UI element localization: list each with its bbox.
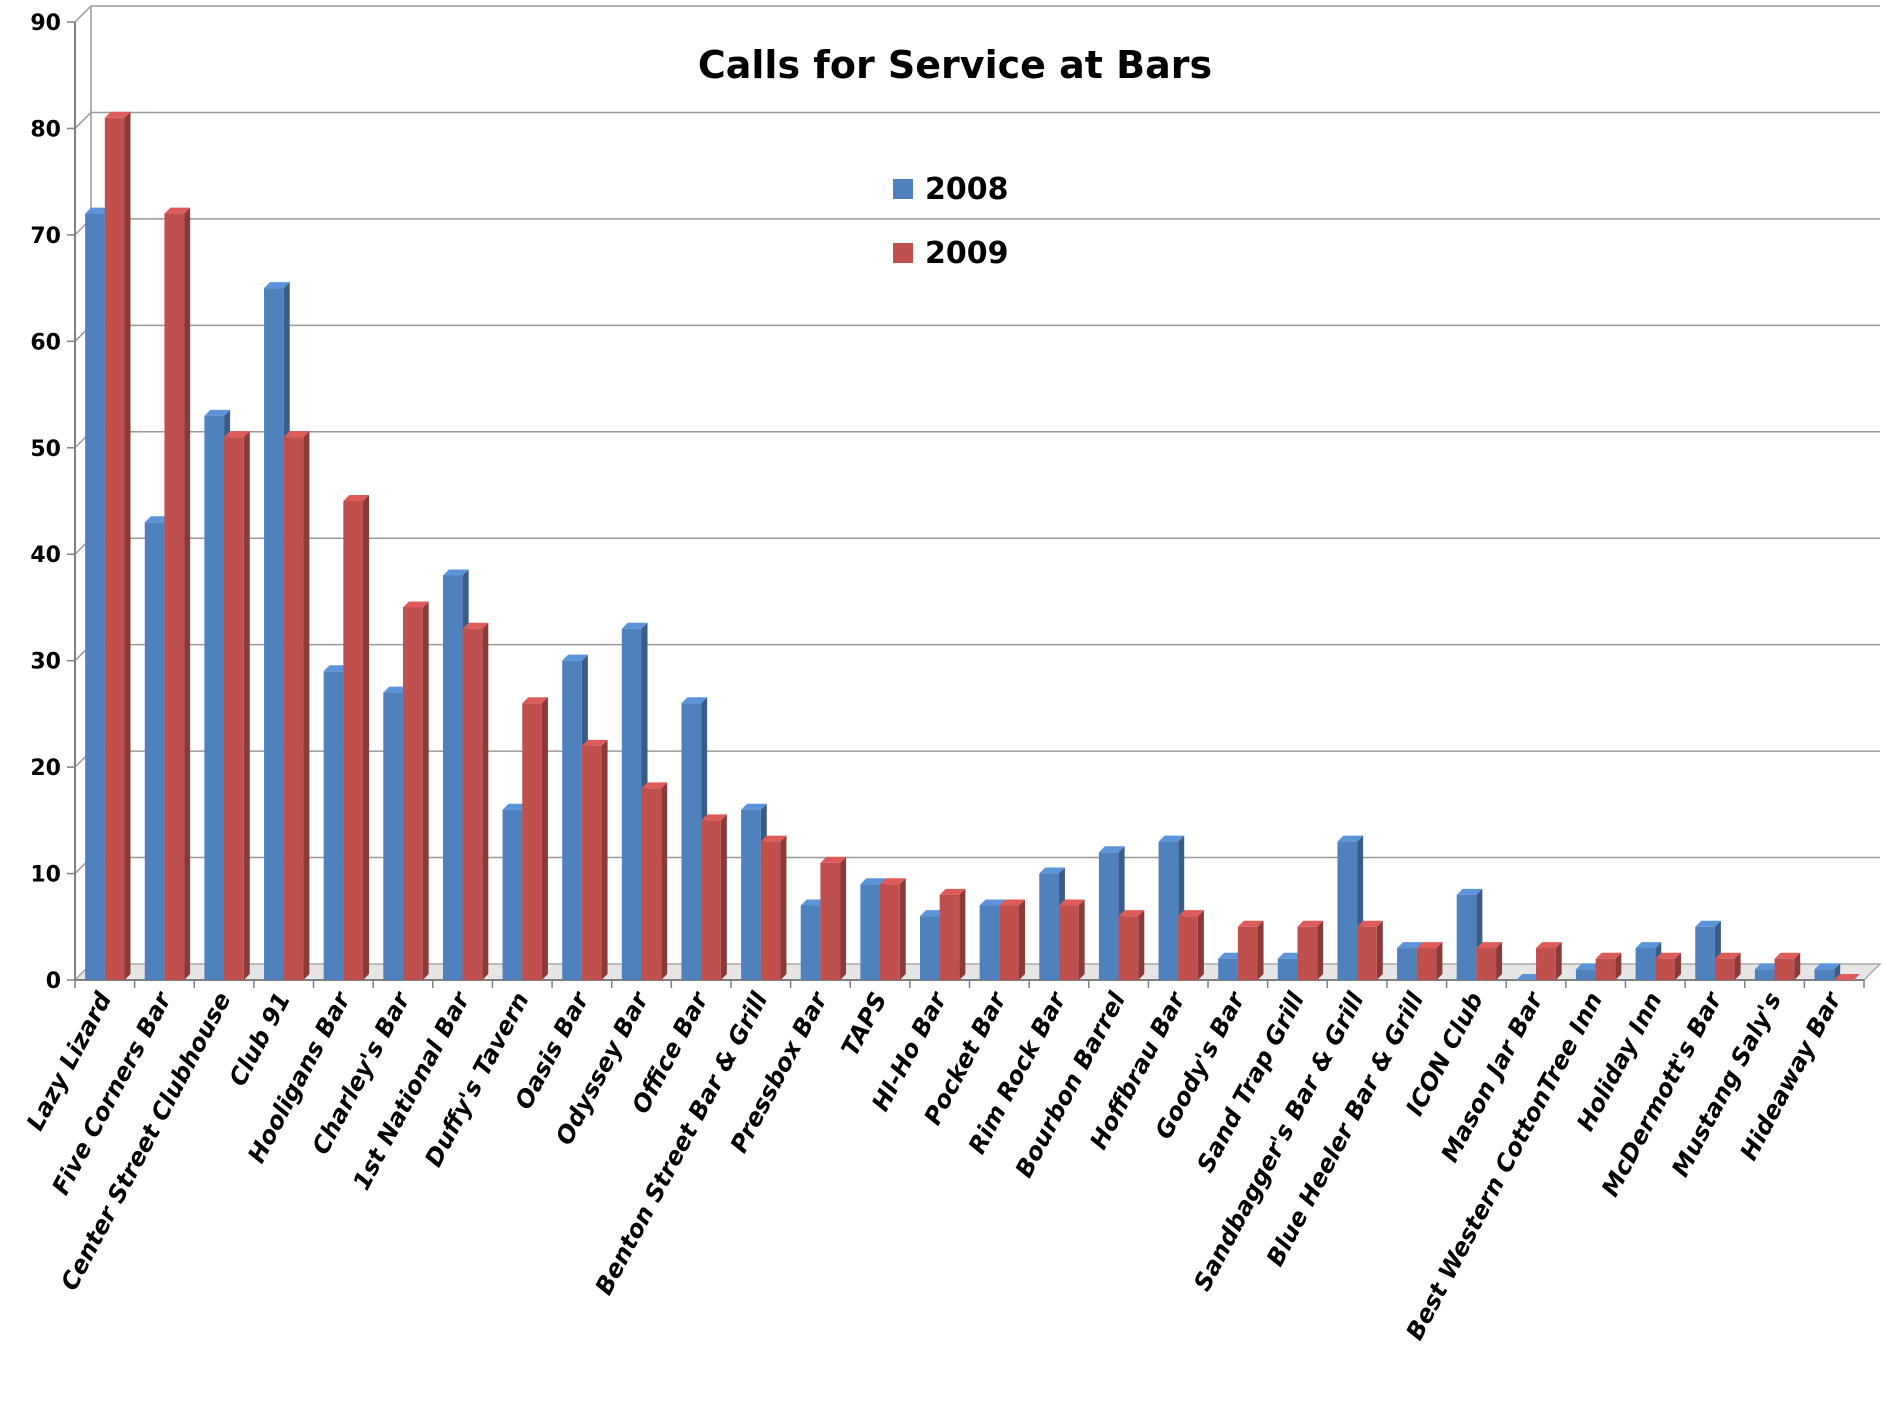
bar-2009-8 [581,739,608,980]
bar-2009-4 [343,495,370,980]
bar-2009-16 [1058,899,1085,980]
legend-label-2009: 2009 [925,236,1009,271]
x-tick-label: Sand Trap Grill [1191,987,1310,1177]
bars [85,111,1860,981]
bar-2009-3 [283,431,310,981]
bar-2009-15 [999,899,1025,980]
bar-2009-21 [1357,920,1383,980]
bar-2009-24 [1536,942,1562,980]
y-tick-label: 0 [46,969,61,994]
legend-label-2008: 2008 [925,172,1009,207]
bar-2009-19 [1237,920,1264,980]
bar-2009-18 [1178,910,1204,980]
y-tick-label: 70 [30,224,61,249]
bar-2009-29 [1834,974,1860,980]
y-tick-label: 30 [30,650,61,675]
bar-2009-0 [104,111,131,981]
bar-2009-22 [1416,942,1443,980]
bar-2009-6 [462,622,489,980]
bar-2009-27 [1714,952,1741,980]
bar-2009-20 [1297,920,1324,980]
y-tick-label: 40 [30,543,61,568]
bar-2009-9 [641,782,668,980]
legend-swatch-2008 [893,179,913,199]
x-tick-label: Mustang Saly's [1666,988,1787,1182]
bar-2009-1 [164,207,191,981]
y-tick-label: 80 [30,117,61,142]
bar-2009-26 [1655,952,1681,980]
bar-2009-11 [760,835,787,980]
gridline-depth [74,111,92,129]
legend: 2008 2009 [893,172,1009,271]
y-tick-label: 90 [30,11,61,36]
y-tick-label: 20 [30,756,61,781]
bar-2009-25 [1595,952,1622,980]
bar-2008-29 [1814,963,1841,980]
bar-2009-12 [820,856,847,980]
x-tick-label: TAPS [836,988,893,1061]
chart-title: Calls for Service at Bars [698,43,1212,87]
bar-2009-23 [1476,942,1503,980]
x-tick-label: Bourbon Barrel [1010,987,1132,1182]
y-tick-label: 60 [30,330,61,355]
bar-2009-10 [701,814,727,980]
bar-2008-24 [1516,974,1543,980]
y-tick-label: 10 [30,863,61,888]
bar-2009-13 [880,878,906,980]
legend-swatch-2009 [893,243,913,263]
bar-2009-2 [224,431,250,981]
y-tick-label: 50 [30,437,61,462]
bar-2009-17 [1118,910,1145,980]
bar-2009-14 [939,888,966,980]
y-tick-labels: 0 10 20 30 40 50 60 70 80 90 [30,11,61,994]
bar-2009-28 [1774,952,1801,980]
bar-2009-5 [402,601,429,980]
gridline-depth [74,5,92,23]
bar-2009-7 [522,697,548,980]
